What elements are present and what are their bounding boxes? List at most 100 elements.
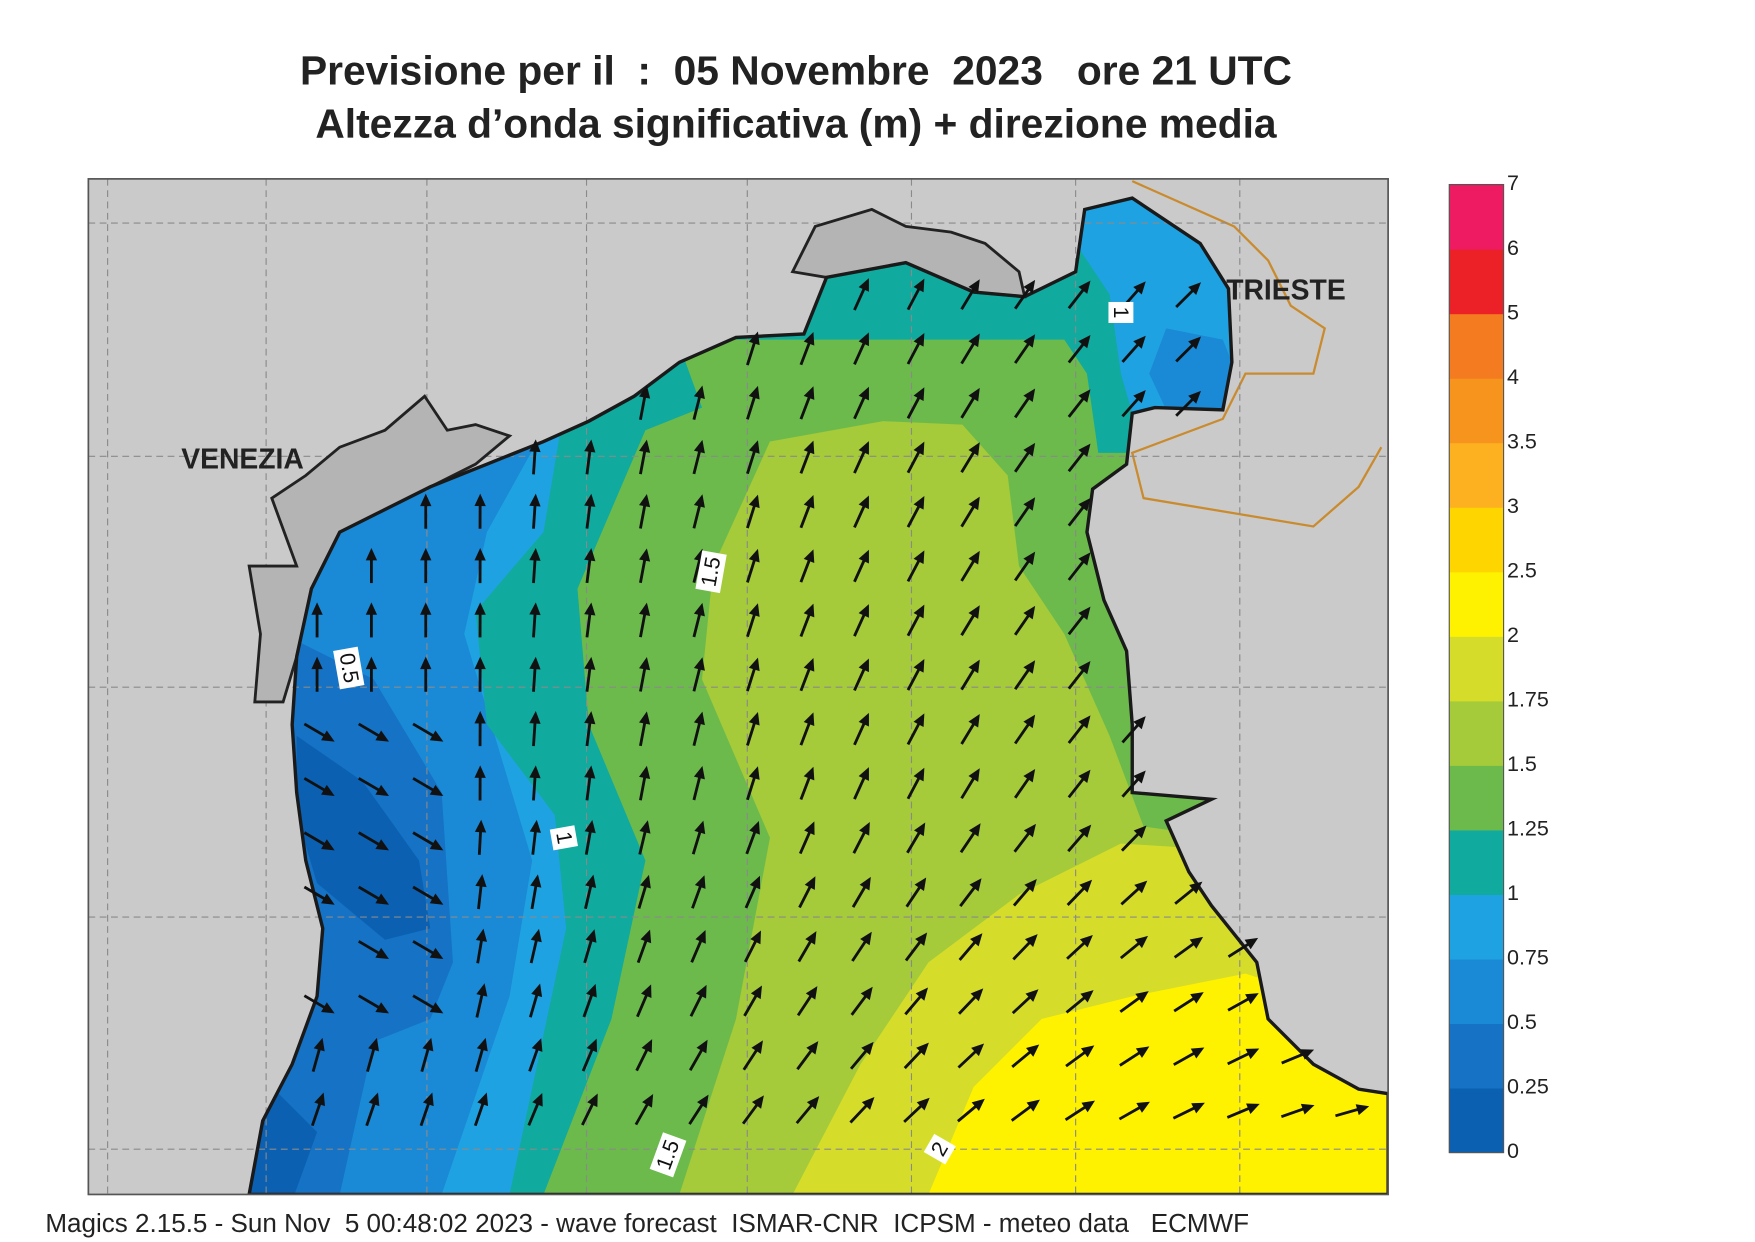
arrow-head: [584, 711, 596, 725]
arrow-head: [429, 784, 444, 797]
place-label: VENEZIA: [181, 442, 304, 474]
arrow-head: [1023, 768, 1036, 783]
arrow-head: [1080, 990, 1094, 1003]
arrow-head: [1133, 281, 1146, 295]
colorbar: 0 0.25 0.5 0.75 1 1.25 1.5 1.75 2 2.5 3 3.5 4 5 6 7: [1448, 171, 1549, 1163]
arrow-head: [1078, 497, 1091, 512]
arrow-head: [1135, 1046, 1150, 1058]
arrow-head: [1026, 1044, 1040, 1057]
arrow-head: [748, 494, 760, 509]
arrow-head: [858, 441, 869, 455]
arrow-head: [916, 1042, 929, 1056]
arrow-head: [529, 765, 541, 779]
arrow-head: [529, 439, 541, 453]
arrow-head: [858, 278, 869, 292]
arrow-head: [584, 602, 596, 616]
arrow-head: [375, 784, 390, 797]
arrow-head: [313, 1037, 325, 1052]
contour-label: 1: [549, 825, 578, 851]
colorbar-swatch: [1449, 313, 1504, 379]
arrow-head: [429, 1002, 444, 1014]
arrow-head: [1134, 880, 1148, 894]
colorbar-swatch: [1449, 894, 1504, 960]
arrow-head: [971, 1043, 985, 1057]
contour-label-box: [1108, 301, 1134, 323]
arrow-head: [375, 730, 390, 742]
arrow-head: [858, 386, 869, 401]
arrow-head: [803, 440, 815, 455]
arrow-head: [530, 928, 542, 943]
colorbar-label: 3: [1507, 494, 1519, 518]
arrow-head: [429, 730, 444, 742]
arrow-head: [422, 1092, 434, 1107]
wave-band: [1149, 328, 1232, 410]
colorbar-swatch: [1449, 378, 1504, 444]
arrow-head: [476, 1037, 488, 1052]
colorbar-label: 2: [1507, 623, 1519, 647]
arrow-head: [860, 986, 873, 1001]
arrow-head: [314, 1092, 325, 1107]
colorbar-label: 1.75: [1507, 688, 1549, 712]
contour-label-box: [649, 1132, 687, 1178]
arrow-head: [748, 766, 760, 780]
arrow-head: [805, 986, 818, 1000]
arrow-head: [375, 839, 390, 851]
arrow-head: [749, 820, 760, 835]
arrow-head: [968, 713, 980, 728]
arrow-head: [1026, 1099, 1040, 1112]
arrow-head: [913, 767, 925, 782]
map-frame: [87, 178, 1389, 1196]
arrow-head: [321, 730, 335, 742]
arrow-head: [1190, 1047, 1205, 1059]
arrow-head: [968, 768, 980, 782]
arrow-head: [693, 711, 705, 726]
arrow-head: [858, 332, 869, 347]
arrow-head: [1300, 1103, 1315, 1115]
arrow-head: [916, 1097, 930, 1111]
arrow-head: [748, 657, 760, 672]
wave-band: [249, 735, 431, 1195]
contour-label: 1: [1108, 301, 1134, 323]
arrow-head: [584, 656, 596, 670]
arrow-head: [375, 1002, 390, 1014]
arrow-head: [803, 549, 815, 563]
arrow-head: [968, 333, 980, 348]
arrow-head: [365, 602, 378, 615]
arrow-head: [858, 658, 869, 673]
arrow-head: [639, 385, 651, 399]
arrow-head: [1245, 993, 1259, 1005]
colorbar-label: 0.75: [1507, 946, 1549, 970]
arrow-head: [420, 493, 432, 507]
contour-label-box: [695, 550, 727, 594]
arrow-head: [1078, 280, 1091, 294]
arrow-head: [1078, 715, 1091, 729]
place-label: TRIESTE: [1226, 274, 1346, 306]
arrow-head: [1023, 605, 1036, 620]
arrow-head: [584, 493, 596, 507]
contour-label-box: [333, 646, 365, 690]
colorbar-label: 4: [1507, 365, 1519, 389]
colorbar-label: 1.5: [1507, 752, 1537, 776]
colorbar-label: 0: [1507, 1139, 1519, 1163]
arrow-head: [806, 1096, 820, 1110]
arrow-head: [968, 387, 980, 402]
arrow-head: [1134, 935, 1149, 949]
arrow-head: [531, 983, 543, 998]
arrow-head: [642, 1094, 654, 1108]
arrow-head: [321, 1002, 335, 1014]
colorbar-swatch: [1449, 829, 1504, 895]
arrow-head: [529, 602, 541, 616]
contour-label: 2: [923, 1133, 956, 1165]
arrow-head: [584, 820, 596, 834]
arrow-head: [587, 1093, 598, 1108]
map: 11.50.511.5 2: [88, 178, 1389, 1195]
arrow-head: [639, 602, 651, 616]
colorbar-swatch: [1449, 249, 1504, 315]
arrow-head: [1189, 936, 1204, 949]
arrow-head: [693, 765, 705, 780]
arrow-head: [368, 1037, 380, 1052]
arrow-head: [968, 442, 980, 456]
arrow-head: [1133, 716, 1146, 730]
arrow-head: [806, 1041, 819, 1055]
arrow-head: [913, 441, 925, 456]
